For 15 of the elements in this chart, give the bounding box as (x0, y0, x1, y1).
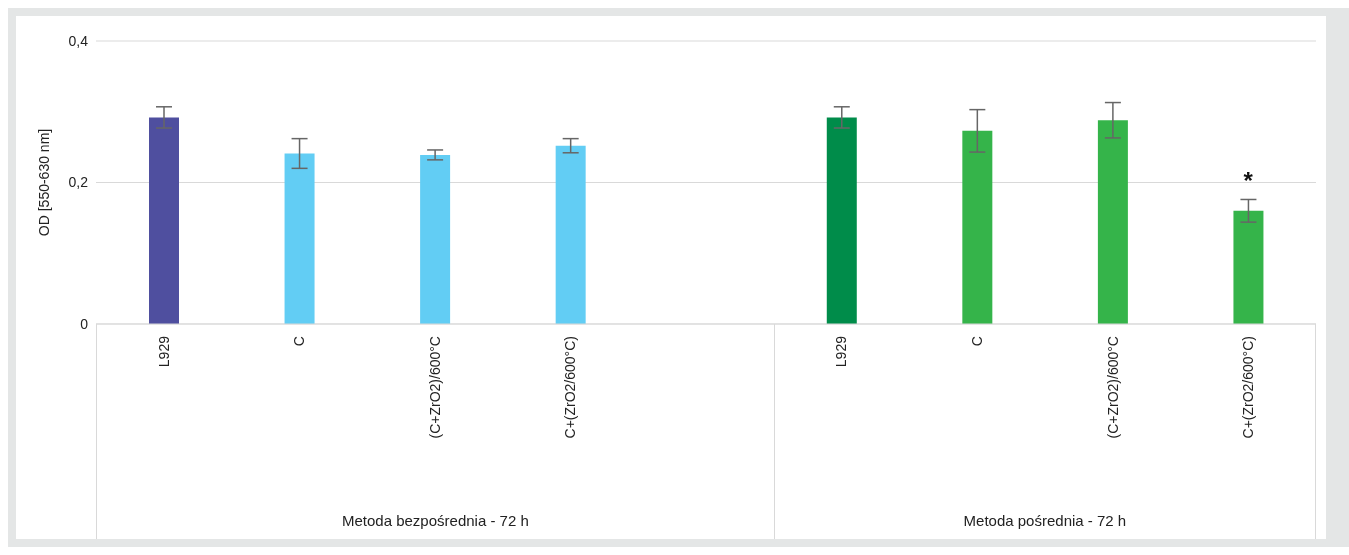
x-tick-label: (C+ZrO2)/600°C (426, 336, 443, 439)
y-tick-label: 0,4 (68, 32, 89, 49)
y-tick-label: 0,2 (68, 174, 89, 191)
y-tick-label: 0 (80, 315, 89, 332)
text: Metoda pośrednia - 72 h (963, 512, 1127, 529)
x-tick-label: C (969, 336, 986, 347)
x-tick-label: C (291, 336, 308, 347)
x-tick-label: (C+ZrO2)/600°C (1104, 336, 1121, 439)
x-tick-label: L929 (833, 335, 850, 368)
text: Metoda bezpośrednia - 72 h (341, 512, 529, 529)
x-tick-label: L929 (155, 335, 172, 368)
x-tick-label: C+(ZrO2/600°C) (562, 336, 579, 439)
x-tick-label: C+(ZrO2/600°C) (1240, 336, 1257, 439)
y-axis-title: OD [550-630 nm] (35, 128, 52, 237)
annotation: * (1242, 167, 1254, 195)
